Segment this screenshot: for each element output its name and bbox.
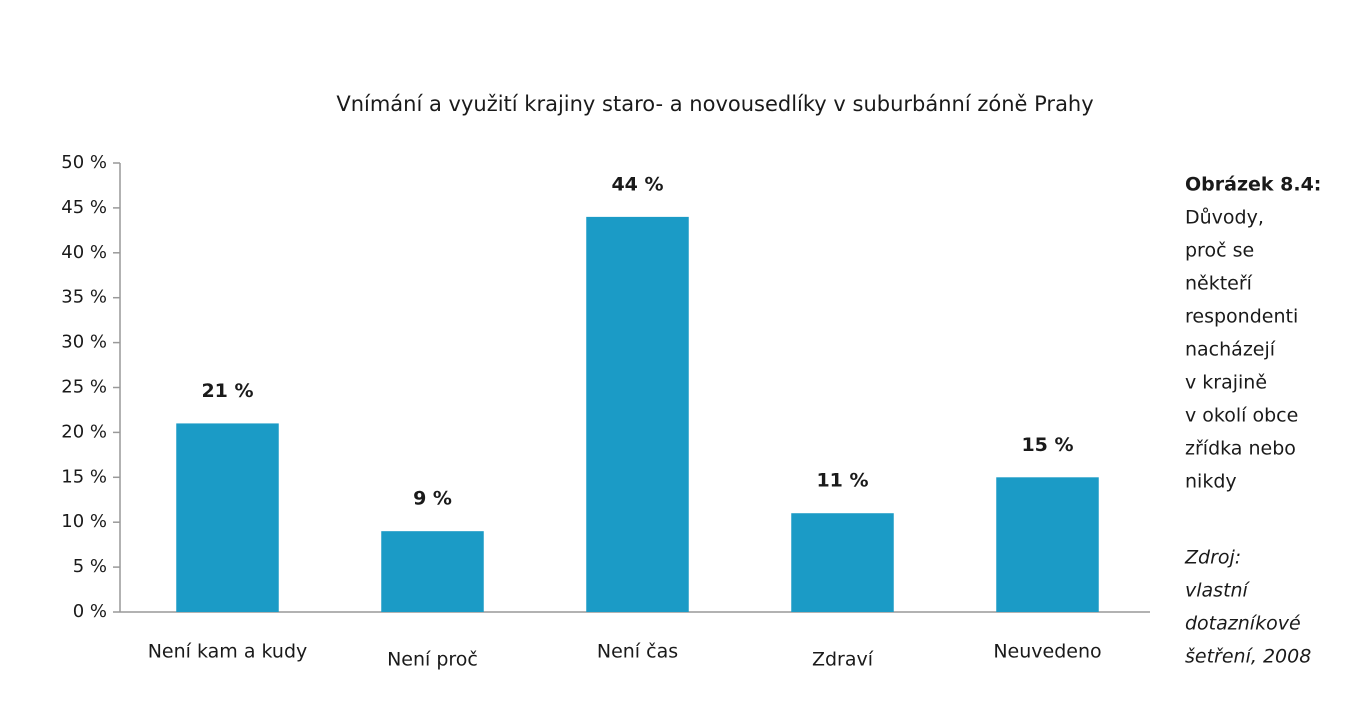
x-tick-label: Neuvedeno	[993, 641, 1101, 663]
bar	[586, 216, 689, 612]
caption-line: Důvody,	[1185, 207, 1264, 229]
caption-line: nacházejí	[1185, 339, 1276, 361]
caption-line: proč se	[1185, 240, 1254, 262]
value-label: 44 %	[611, 173, 663, 195]
caption-source: dotazníkové	[1185, 613, 1301, 635]
x-tick-label: Není čas	[597, 641, 678, 663]
x-tick-label: Zdraví	[812, 649, 874, 671]
y-tick-label: 30 %	[61, 332, 107, 353]
y-tick-label: 20 %	[61, 421, 107, 442]
bar	[996, 477, 1099, 612]
caption-line: nikdy	[1185, 471, 1237, 493]
y-tick-label: 5 %	[73, 556, 107, 577]
value-label: 11 %	[816, 470, 868, 492]
caption-source: vlastní	[1185, 580, 1251, 602]
caption-source: šetření, 2008	[1185, 646, 1311, 668]
caption-line: v krajině	[1185, 372, 1267, 394]
chart-title: Vnímání a využití krajiny staro- a novou…	[336, 92, 1093, 116]
value-label: 15 %	[1021, 434, 1073, 456]
bar	[791, 513, 894, 612]
bar	[381, 531, 484, 612]
y-tick-label: 25 %	[61, 377, 107, 398]
value-label: 9 %	[413, 488, 452, 510]
caption-label: Obrázek 8.4:	[1185, 174, 1321, 196]
y-tick-label: 0 %	[73, 601, 107, 622]
caption-line: zřídka nebo	[1185, 438, 1296, 460]
x-tick-label: Není kam a kudy	[148, 641, 308, 663]
caption-line: v okolí obce	[1185, 405, 1298, 427]
caption-line: někteří	[1185, 273, 1253, 295]
y-tick-label: 50 %	[61, 152, 107, 173]
x-tick-label: Není proč	[387, 649, 478, 671]
caption-line: respondenti	[1185, 306, 1298, 328]
y-tick-label: 45 %	[61, 197, 107, 218]
y-tick-label: 10 %	[61, 511, 107, 532]
bar	[176, 423, 279, 612]
caption-source: Zdroj:	[1184, 547, 1241, 569]
y-tick-label: 35 %	[61, 287, 107, 308]
y-tick-label: 40 %	[61, 242, 107, 263]
value-label: 21 %	[201, 380, 253, 402]
y-tick-label: 15 %	[61, 466, 107, 487]
